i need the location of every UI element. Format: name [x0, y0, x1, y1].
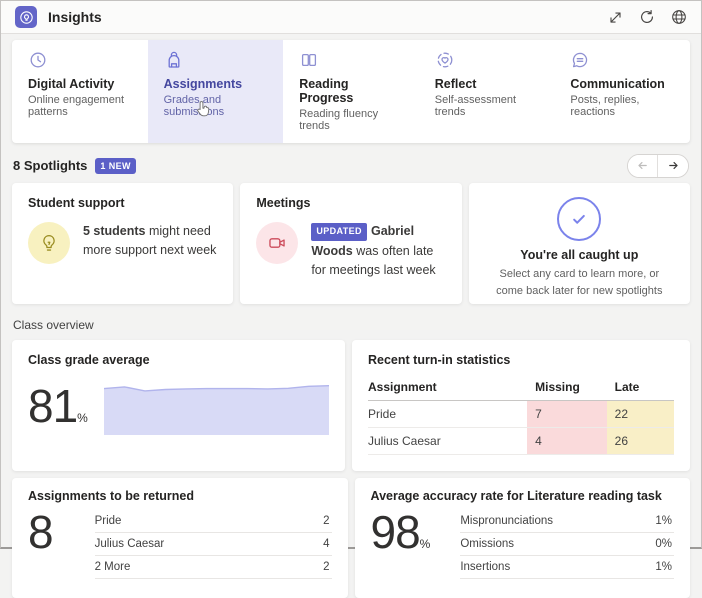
meetings-card[interactable]: Meetings UPDATED Gabriel Woods was often … — [240, 183, 462, 304]
page-title: Insights — [48, 9, 102, 25]
assignments-to-be-returned-card: Assignments to be returned 8 Pride 2 Juli… — [12, 478, 348, 598]
card-title: Meetings — [256, 196, 311, 210]
next-arrow-button[interactable] — [658, 154, 688, 177]
checkmark-circle-icon — [557, 197, 602, 241]
globe-icon[interactable] — [671, 9, 687, 25]
accuracy-rate-value: 98% — [370, 506, 431, 558]
list-item: Pride 2 — [94, 510, 332, 533]
updated-badge: UPDATED — [311, 223, 367, 241]
backpack-icon — [164, 50, 268, 70]
lightbulb-icon — [28, 222, 70, 264]
missing-count: 7 — [527, 400, 607, 428]
list-item: 2 More 2 — [94, 556, 332, 579]
tab-sublabel: Posts, replies, reactions — [570, 94, 640, 118]
caught-up-title: You're all caught up — [520, 248, 639, 262]
tab-label: Reading Progress — [299, 77, 354, 105]
spotlights-pager — [627, 153, 689, 178]
topbar-actions — [608, 9, 687, 25]
spotlights-header: 8 Spotlights 1 NEW — [13, 153, 689, 178]
spotlight-cards-row: Student support 5 students might need mo… — [12, 183, 690, 304]
accuracy-list: Mispronunciations 1% Omissions 0% Insertio… — [460, 510, 674, 579]
chat-bubble-icon — [570, 50, 674, 70]
returns-list: Pride 2 Julius Caesar 4 2 More 2 — [94, 510, 332, 579]
tab-reflect[interactable]: Reflect Self-assessment trends — [419, 40, 555, 143]
class-grade-average-card: Class grade average 81% — [12, 340, 345, 471]
card-title: Average accuracy rate for Literature rea… — [370, 489, 662, 503]
tab-assignments[interactable]: Assignments Grades and submissions — [147, 40, 284, 143]
heart-circle-icon — [435, 50, 539, 70]
list-item: Insertions 1% — [460, 556, 674, 579]
area-fill — [103, 385, 329, 435]
new-badge: 1 NEW — [95, 157, 136, 174]
tab-label: Assignments — [163, 77, 243, 91]
card-title: Assignments to be returned — [28, 489, 194, 503]
list-item: Omissions 0% — [460, 533, 674, 556]
table-row: Pride 7 22 — [368, 400, 674, 428]
insights-tab-strip: Digital Activity Online engagement patte… — [12, 40, 690, 143]
video-camera-icon — [256, 222, 299, 264]
tab-sublabel: Grades and submissions — [163, 94, 225, 118]
late-count: 22 — [606, 400, 674, 428]
caught-up-card[interactable]: You're all caught up Select any card to … — [468, 183, 690, 304]
table-row: Julius Caesar 4 26 — [368, 427, 674, 455]
missing-count: 4 — [527, 427, 607, 455]
class-overview-label: Class overview — [13, 318, 94, 332]
column-header-late: Late — [606, 380, 674, 401]
clock-icon — [28, 50, 132, 70]
late-count: 26 — [606, 427, 674, 455]
tab-reading-progress[interactable]: Reading Progress Reading fluency trends — [283, 40, 419, 143]
grade-average-value: 81% — [28, 380, 88, 432]
column-header-missing: Missing — [527, 380, 607, 401]
tab-sublabel: Self-assessment trends — [434, 94, 517, 118]
tab-sublabel: Reading fluency trends — [299, 108, 379, 132]
expand-icon[interactable] — [608, 10, 623, 25]
spotlight-text: UPDATED Gabriel Woods was often late for … — [311, 223, 436, 278]
list-item: Mispronunciations 1% — [460, 510, 674, 533]
tab-label: Digital Activity — [28, 77, 115, 91]
tab-label: Reflect — [434, 77, 477, 91]
area-line — [103, 385, 329, 392]
tab-sublabel: Online engagement patterns — [28, 94, 125, 118]
card-title: Student support — [28, 196, 125, 210]
turnin-statistics-card: Recent turn-in statistics Assignment Mis… — [352, 340, 690, 471]
turnin-table: Assignment Missing Late Pride 7 22 Juliu… — [368, 380, 674, 455]
assignment-name: Julius Caesar — [368, 427, 528, 455]
insights-lightbulb-icon — [15, 6, 37, 28]
spotlight-text: 5 students might need more support next … — [83, 224, 217, 258]
list-item: Julius Caesar 4 — [94, 533, 332, 556]
prev-arrow-button[interactable] — [628, 154, 658, 177]
tab-communication[interactable]: Communication Posts, replies, reactions — [554, 40, 690, 143]
assignment-name: Pride — [368, 400, 528, 428]
refresh-icon[interactable] — [639, 9, 655, 25]
column-header-assignment: Assignment — [368, 380, 528, 401]
caught-up-subtitle: Select any card to learn more, or come b… — [496, 268, 663, 297]
tab-digital-activity[interactable]: Digital Activity Online engagement patte… — [12, 40, 148, 143]
top-bar: Insights — [1, 1, 701, 34]
returns-count-value: 8 — [28, 506, 54, 558]
overview-row-2: Assignments to be returned 8 Pride 2 Juli… — [12, 478, 690, 598]
accuracy-rate-card: Average accuracy rate for Literature rea… — [354, 478, 690, 598]
content-area: Digital Activity Online engagement patte… — [1, 34, 701, 598]
grade-trend-chart — [103, 385, 329, 435]
student-support-card[interactable]: Student support 5 students might need mo… — [12, 183, 234, 304]
card-title: Class grade average — [28, 353, 150, 367]
spotlights-count: 8 Spotlights — [13, 158, 88, 173]
open-book-icon — [299, 50, 403, 70]
tab-label: Communication — [570, 77, 665, 91]
overview-row-1: Class grade average 81% Recent turn-in s… — [12, 340, 690, 471]
card-title: Recent turn-in statistics — [368, 353, 511, 367]
